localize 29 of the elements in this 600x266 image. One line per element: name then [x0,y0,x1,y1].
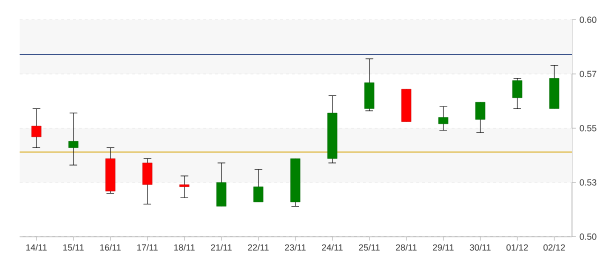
x-tick-label: 21/11 [211,244,232,251]
candlestick [31,108,42,148]
candlestick [68,112,78,166]
x-tick-label: 14/11 [26,244,47,251]
candlestick [142,158,152,204]
x-tick-label: 29/11 [432,244,454,251]
x-tick-label: 18/11 [174,244,195,251]
x-tick-label: 15/11 [63,244,84,251]
candlestick [475,102,486,133]
x-tick-label: 02/12 [543,244,565,251]
y-tick-label: 0.50 [580,233,596,240]
y-tick-label: 0.53 [580,179,596,186]
candlestick [253,169,264,202]
x-tick-label: 28/11 [396,244,417,251]
x-tick-label: 01/12 [506,244,528,251]
x-tick-label: 22/11 [248,244,269,251]
x-tick-label: 17/11 [137,244,158,251]
x-tick-label: 24/11 [322,244,343,251]
candlestick [512,78,522,109]
y-tick-label: 0.57 [580,70,596,77]
y-tick-label: 0.60 [580,16,596,23]
candlestick [179,176,190,198]
x-tick-label: 16/11 [100,244,121,251]
x-tick-label: 25/11 [358,244,380,251]
x-tick-label: 30/11 [470,244,491,251]
x-tick-label: 23/11 [284,244,306,251]
candlestick [216,162,226,206]
y-tick-label: 0.55 [580,124,596,132]
candlestick [438,106,448,131]
